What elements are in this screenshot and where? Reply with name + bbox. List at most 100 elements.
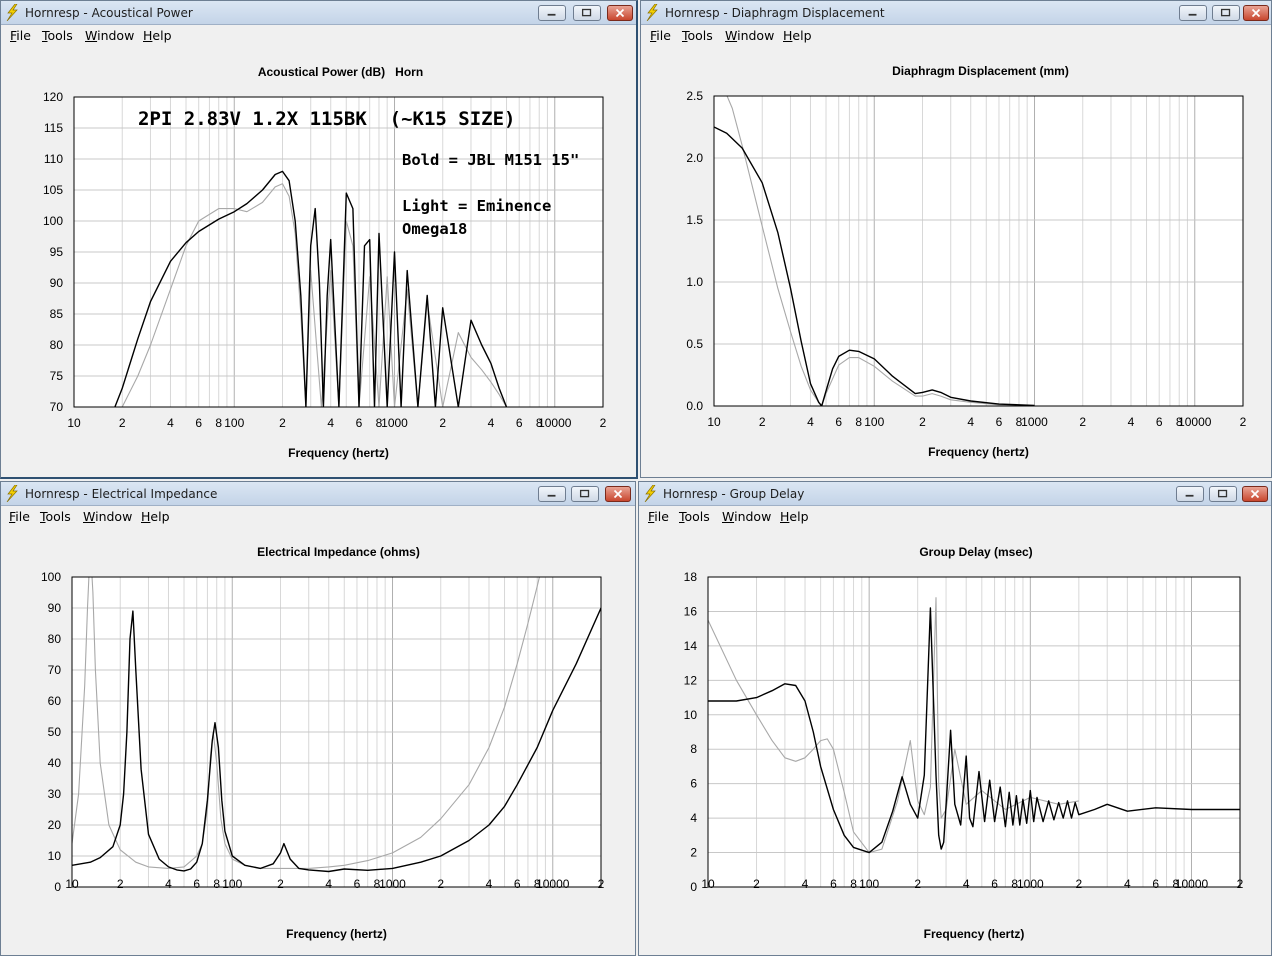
x-tick-label: 2: [1240, 415, 1247, 429]
x-tick-label: 8: [376, 416, 383, 430]
window-title: Hornresp - Group Delay: [663, 487, 805, 501]
plot-area: [708, 577, 1240, 887]
y-tick-label: 1.5: [686, 213, 703, 227]
x-tick-label: 10000: [538, 416, 572, 430]
series-line: [72, 607, 601, 873]
x-tick-label: 2: [1079, 415, 1086, 429]
y-tick-label: 8: [690, 742, 697, 756]
hornresp-logo-icon: [5, 3, 19, 22]
x-tick-label: 6: [1152, 877, 1159, 891]
y-tick-label: 80: [48, 632, 62, 646]
menu-tools[interactable]: Tools: [42, 28, 73, 43]
chart-title: Acoustical Power (dB) Horn: [258, 65, 423, 79]
maximize-button[interactable]: [1212, 5, 1240, 21]
menu-window[interactable]: Window: [83, 509, 133, 524]
close-button[interactable]: [1242, 486, 1268, 502]
x-tick-label: 2: [277, 877, 284, 891]
y-tick-label: 115: [44, 121, 63, 135]
x-tick-label: 1000: [381, 416, 408, 430]
hornresp-logo-icon: [645, 3, 659, 22]
x-tick-label: 1000: [1017, 877, 1044, 891]
menu-file[interactable]: File: [648, 509, 669, 524]
menu-help[interactable]: Help: [783, 28, 812, 43]
x-tick-label: 2: [600, 416, 607, 430]
close-button[interactable]: [607, 5, 633, 21]
plot-frame: [73, 96, 604, 408]
plot-frame: [707, 576, 1241, 888]
chart-title: Diaphragm Displacement (mm): [892, 64, 1069, 78]
x-tick-label: 8: [374, 877, 381, 891]
menu-file[interactable]: File: [9, 509, 30, 524]
x-tick-label: 6: [830, 877, 837, 891]
y-tick-label: 85: [50, 307, 64, 321]
x-tick-label: 4: [488, 416, 495, 430]
menu-window[interactable]: Window: [85, 28, 135, 43]
group-delay-chart: 0 2 4 6 8 10 12 14 16 18 10 2 4 6 8 100 2 4 6 8 1000 2 4 6 8 1000…: [639, 526, 1271, 955]
title-bar[interactable]: Hornresp - Diaphragm Displacement: [641, 1, 1271, 25]
chart-title: Electrical Impedance (ohms): [257, 545, 420, 559]
x-tick-label: 2: [759, 415, 766, 429]
x-tick-label: 2: [117, 877, 124, 891]
x-tick-label: 6: [991, 877, 998, 891]
y-tick-label: 60: [48, 694, 62, 708]
y-tick-label: 18: [684, 570, 698, 584]
chart-annotation: Bold = JBL M151 15": [402, 151, 579, 169]
x-tick-label: 8: [534, 877, 541, 891]
menu-tools[interactable]: Tools: [682, 28, 713, 43]
x-tick-label: 6: [1156, 415, 1163, 429]
x-tick-label: 8: [1176, 415, 1183, 429]
x-tick-label: 4: [807, 415, 814, 429]
x-tick-label: 1000: [1021, 415, 1048, 429]
close-button[interactable]: [605, 486, 631, 502]
menu-file[interactable]: File: [10, 28, 31, 43]
menu-tools[interactable]: Tools: [40, 509, 71, 524]
x-tick-label: 2: [437, 877, 444, 891]
x-tick-label: 1000: [379, 877, 406, 891]
close-button[interactable]: [1243, 5, 1269, 21]
menu-window[interactable]: Window: [725, 28, 775, 43]
y-tick-label: 12: [684, 673, 698, 687]
x-tick-label: 8: [855, 415, 862, 429]
chart-annotation: Omega18: [402, 220, 467, 238]
menu-window[interactable]: Window: [722, 509, 772, 524]
series-line: [708, 597, 1079, 854]
minimize-button[interactable]: [1176, 486, 1204, 502]
acoustical-power-chart: 70 75 80 85 90 95 100 105 110 115 120 10 2 4 6 8 100 2 4 6 8…: [1, 45, 636, 477]
menu-bar: File Tools Window Help: [641, 25, 1271, 45]
menu-bar: File Tools Window Help: [1, 25, 636, 45]
x-axis-label: Frequency (hertz): [928, 445, 1029, 459]
x-tick-label: 6: [354, 877, 361, 891]
y-tick-label: 2: [690, 846, 697, 860]
x-tick-label: 2: [753, 877, 760, 891]
maximize-button[interactable]: [571, 486, 599, 502]
chart-annotation: Light = Eminence: [402, 197, 551, 215]
menu-help[interactable]: Help: [780, 509, 809, 524]
x-tick-label: 6: [516, 416, 523, 430]
title-bar[interactable]: Hornresp - Group Delay: [639, 482, 1271, 506]
title-bar[interactable]: Hornresp - Acoustical Power: [1, 1, 636, 25]
menu-help[interactable]: Help: [143, 28, 172, 43]
y-tick-label: 2.0: [686, 151, 703, 165]
maximize-button[interactable]: [573, 5, 601, 21]
x-tick-label: 2: [439, 416, 446, 430]
x-tick-label: 100: [224, 416, 244, 430]
y-tick-label: 95: [50, 245, 64, 259]
menu-tools[interactable]: Tools: [679, 509, 710, 524]
x-tick-label: 6: [356, 416, 363, 430]
x-tick-label: 6: [996, 415, 1003, 429]
x-tick-label: 10: [67, 416, 81, 430]
minimize-button[interactable]: [538, 5, 566, 21]
y-tick-label: 4: [690, 811, 697, 825]
x-tick-label: 6: [514, 877, 521, 891]
minimize-button[interactable]: [538, 486, 566, 502]
menu-help[interactable]: Help: [141, 509, 170, 524]
menu-file[interactable]: File: [650, 28, 671, 43]
title-bar[interactable]: Hornresp - Electrical Impedance: [1, 482, 635, 506]
y-tick-label: 30: [48, 787, 62, 801]
maximize-button[interactable]: [1209, 486, 1237, 502]
x-tick-label: 4: [963, 877, 970, 891]
x-tick-label: 8: [1011, 877, 1018, 891]
y-tick-label: 20: [48, 818, 62, 832]
y-tick-label: 80: [50, 338, 64, 352]
minimize-button[interactable]: [1179, 5, 1207, 21]
